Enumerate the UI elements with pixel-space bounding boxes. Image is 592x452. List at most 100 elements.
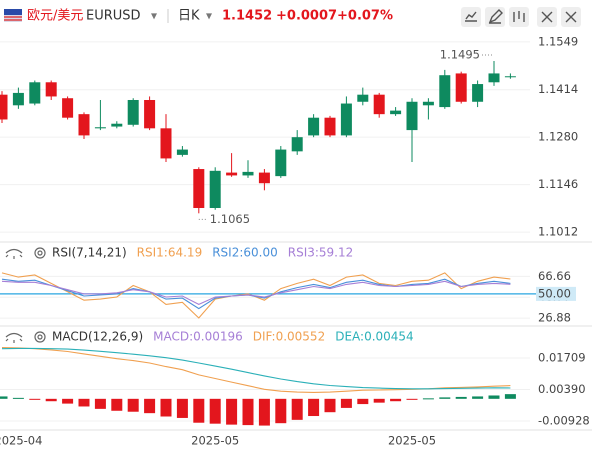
histogram-bar	[193, 398, 205, 423]
histogram-bar	[45, 398, 57, 402]
candle-body	[94, 127, 106, 129]
candle-body	[439, 75, 451, 108]
hide-button[interactable]	[5, 248, 23, 260]
candle-body	[209, 170, 221, 209]
histogram-bar	[127, 398, 139, 412]
candle-body	[406, 101, 418, 131]
candle-body	[127, 99, 139, 125]
panel-icons	[5, 247, 46, 344]
high-annotation: 1.1495	[440, 48, 480, 62]
x-tick-label: 2025-05	[388, 434, 436, 448]
change-percent: +0.07%	[337, 9, 393, 24]
candle-body	[275, 149, 287, 177]
fullscreen-button[interactable]	[537, 7, 557, 27]
candle-body	[291, 137, 303, 152]
histogram-bar	[29, 398, 41, 400]
settings-button[interactable]	[34, 247, 46, 259]
candle-body	[176, 149, 188, 155]
period[interactable]: 日K	[178, 9, 200, 24]
histogram-bar	[373, 398, 385, 403]
candle-body	[242, 171, 254, 176]
candle-body	[340, 103, 352, 136]
dropdown[interactable]: ▾	[206, 9, 212, 23]
dropdown[interactable]: ▾	[151, 9, 157, 23]
histogram-bar	[209, 398, 221, 424]
histogram-bar	[275, 398, 287, 424]
histogram-bar	[422, 398, 434, 400]
candle-body	[29, 82, 41, 104]
y-tick-label: 1.1146	[538, 177, 578, 191]
change: +0.0007	[276, 9, 337, 24]
candle-body	[504, 76, 516, 78]
legend-entry: DIF:0.00552	[253, 330, 325, 344]
histogram-bar	[94, 398, 106, 409]
candle-body	[193, 169, 205, 209]
indicator-button[interactable]	[461, 7, 481, 27]
y-tick-label: -0.00928	[538, 413, 590, 427]
candle-body	[0, 94, 8, 120]
y-tick-label: 1.1414	[538, 82, 578, 96]
y-tick-label: 26.88	[538, 311, 571, 325]
toolbar	[461, 7, 581, 27]
y-tick-label: 1.1280	[538, 130, 578, 144]
candle-body	[111, 123, 123, 127]
candle-body	[62, 98, 74, 118]
line-series	[1, 280, 511, 306]
flag-icon	[4, 9, 22, 22]
legend-entry: RSI2:60.00	[212, 246, 278, 260]
line-series	[1, 347, 511, 390]
settings-button[interactable]	[34, 331, 46, 343]
histogram-bar	[0, 396, 8, 399]
reference-label-box	[536, 286, 576, 301]
candle-body	[160, 128, 172, 159]
y-tick-label: 1.1549	[538, 34, 578, 48]
candle-body	[488, 73, 500, 83]
chart-type-button[interactable]	[509, 7, 529, 27]
legend-entry: DEA:0.00454	[335, 330, 414, 344]
histogram-bar	[357, 398, 369, 405]
panel-title: MACD(12,26,9)	[52, 330, 143, 344]
symbol: EURUSD	[86, 9, 141, 24]
y-tick-label: 66.66	[538, 269, 571, 283]
reference-label: 50.00	[538, 286, 571, 300]
legend-entry: RSI1:64.19	[137, 246, 203, 260]
y-tick-label: 0.01709	[538, 351, 586, 365]
candle-body	[12, 92, 24, 106]
histogram-bar	[455, 396, 467, 399]
histogram-bar	[488, 395, 500, 399]
y-tick-label: 1.1012	[538, 225, 578, 239]
candle-body	[144, 99, 156, 129]
histogram-bar	[472, 396, 484, 399]
candle-body	[390, 110, 402, 115]
histogram-bar	[258, 398, 270, 426]
candle-body	[226, 172, 238, 176]
hide-button[interactable]	[5, 332, 23, 344]
candle-body	[357, 94, 369, 102]
histogram-bar	[176, 398, 188, 418]
legend-entry: MACD:0.00196	[153, 330, 243, 344]
histogram-bar	[111, 398, 123, 411]
low-annotation: 1.1065	[210, 212, 250, 226]
histogram-bar	[340, 398, 352, 408]
histogram-bar	[242, 398, 254, 426]
draw-button[interactable]	[485, 7, 505, 27]
histogram-bar	[406, 398, 418, 400]
histogram-bar	[504, 394, 516, 399]
instrument-name: 欧元/美元	[27, 9, 83, 24]
x-tick-label: 2025-04	[0, 434, 42, 448]
histogram-bar	[12, 397, 24, 399]
histogram-bar	[324, 398, 336, 413]
panel-title: RSI(7,14,21)	[52, 246, 127, 260]
candle-body	[373, 94, 385, 115]
legend-entry: RSI3:59.12	[288, 246, 354, 260]
histogram-bar	[226, 398, 238, 425]
histogram-bar	[390, 398, 402, 402]
candle-body	[258, 172, 270, 184]
candle-body	[308, 117, 320, 136]
histogram-bar	[62, 398, 74, 404]
candle-body	[78, 114, 90, 136]
y-tick-label: 0.00390	[538, 382, 586, 396]
close-button[interactable]	[561, 7, 581, 27]
price: 1.1452	[222, 9, 272, 24]
